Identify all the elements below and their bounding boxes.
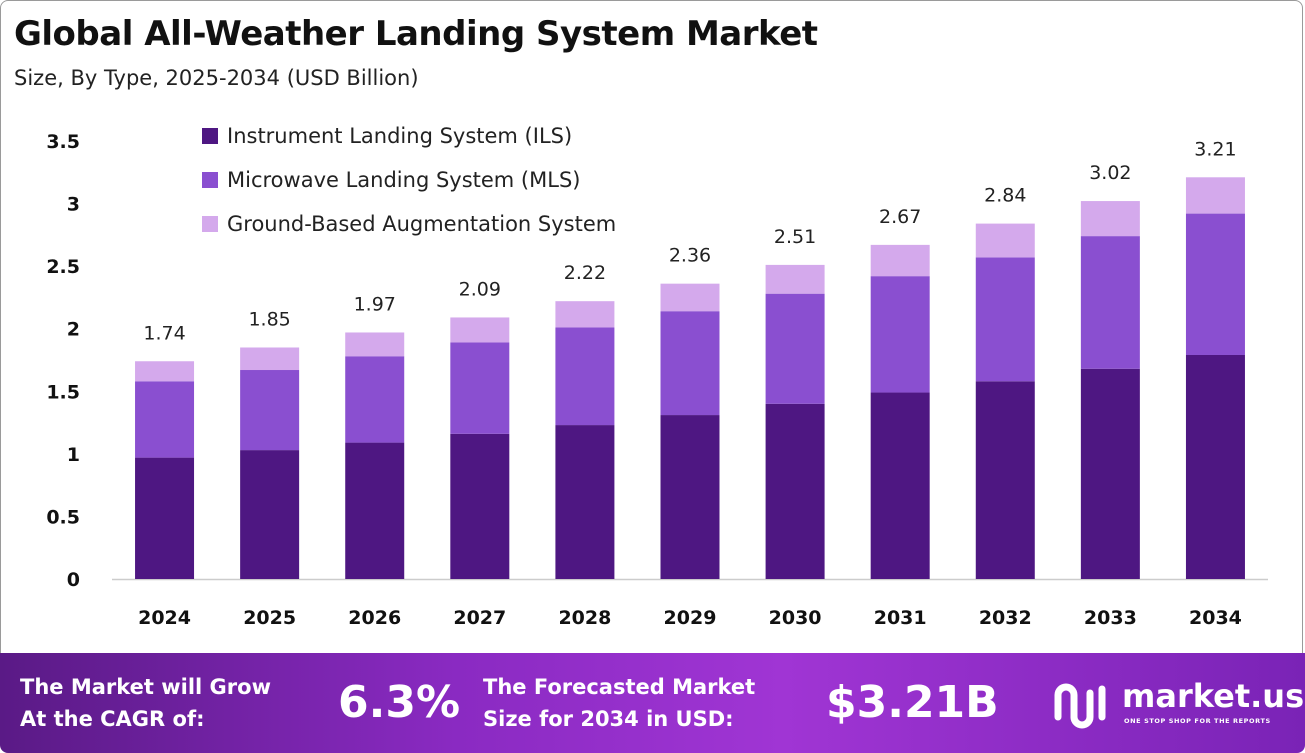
bar-total-label: 1.74: [143, 322, 185, 344]
bar-segment-2: [555, 327, 615, 426]
forecast-label: The Forecasted Market Size for 2034 in U…: [483, 671, 755, 735]
bar-segment-3: [345, 332, 405, 357]
bar-total-label: 3.21: [1194, 138, 1236, 160]
bar-segment-2: [660, 311, 720, 416]
forecast-label-line1: The Forecasted Market: [483, 675, 756, 699]
x-tick-label: 2033: [1084, 607, 1137, 629]
bar-segment-3: [135, 361, 195, 382]
cagr-value: 6.3%: [338, 677, 461, 728]
bar-segment-3: [870, 244, 930, 277]
bar-segment-1: [345, 442, 405, 579]
bar-segment-2: [765, 293, 825, 404]
bar-segment-1: [765, 403, 825, 579]
bar-total-label: 2.36: [669, 245, 711, 267]
x-tick-label: 2027: [453, 607, 506, 629]
stacked-bar-chart: 0 0.5 1 1.5 2 2.5 3 3.5 1.74 2024 1.85 2025 1.97 2026…: [46, 124, 1268, 629]
bar-segment-1: [135, 457, 195, 579]
x-tick-label: 2028: [558, 607, 611, 629]
bar-segment-1: [1185, 354, 1245, 579]
bar-segment-3: [240, 347, 300, 371]
legend-swatch: [202, 172, 218, 188]
legend-swatch: [202, 128, 218, 144]
legend-label: Microwave Landing System (MLS): [227, 168, 580, 192]
bar-total-label: 2.22: [564, 262, 606, 284]
bar-segment-2: [450, 342, 510, 434]
cagr-label-line1: The Market will Grow: [20, 675, 271, 699]
cagr-label-line2: At the CAGR of:: [20, 707, 205, 731]
bar-segment-2: [1185, 213, 1245, 355]
legend-label: Ground-Based Augmentation System: [227, 212, 616, 236]
y-tick-label: 3: [67, 194, 80, 216]
y-tick-label: 0.5: [46, 506, 80, 528]
bar-total-label: 2.84: [984, 185, 1026, 207]
x-tick-label: 2024: [138, 607, 191, 629]
bar-segment-1: [450, 433, 510, 579]
bar-segment-2: [135, 381, 195, 458]
bar-total-label: 1.85: [248, 308, 290, 330]
bar-total-label: 2.09: [459, 278, 501, 300]
y-tick-label: 0: [67, 569, 80, 591]
bar-segment-1: [555, 425, 615, 579]
y-tick-label: 2: [67, 319, 80, 341]
bar-segment-2: [975, 257, 1035, 382]
bar-segment-2: [345, 356, 405, 443]
brand-logo: market.us ONE STOP SHOP FOR THE REPORTS: [1052, 675, 1304, 731]
brand-tagline: ONE STOP SHOP FOR THE REPORTS: [1124, 717, 1271, 725]
bar-segment-2: [1080, 236, 1140, 369]
bar-total-label: 2.67: [879, 206, 921, 228]
bar-segment-3: [555, 301, 615, 328]
y-tick-label: 1.5: [46, 381, 80, 403]
y-tick-label: 3.5: [46, 131, 80, 153]
y-tick-label: 1: [67, 444, 80, 466]
bar-total-label: 3.02: [1089, 162, 1131, 184]
bar-segment-1: [975, 381, 1035, 579]
footer-banner: The Market will Grow At the CAGR of: 6.3…: [0, 653, 1305, 753]
bar-segment-1: [660, 415, 720, 579]
forecast-label-line2: Size for 2034 in USD:: [483, 707, 734, 731]
bar-total-label: 2.51: [774, 226, 816, 248]
bar-segment-2: [870, 276, 930, 393]
x-tick-label: 2031: [874, 607, 927, 629]
legend-label: Instrument Landing System (ILS): [227, 124, 572, 148]
bar-segment-3: [1185, 177, 1245, 214]
market-us-logo-icon: [1054, 683, 1106, 729]
bar-segment-3: [1080, 201, 1140, 237]
bar-total-label: 1.97: [354, 293, 396, 315]
bar-segment-3: [660, 283, 720, 312]
bar-segment-1: [1080, 368, 1140, 579]
x-tick-label: 2025: [243, 607, 296, 629]
chart-subtitle: Size, By Type, 2025-2034 (USD Billion): [14, 66, 419, 90]
brand-name: market.us: [1122, 677, 1305, 715]
x-tick-label: 2029: [664, 607, 717, 629]
forecast-value: $3.21B: [826, 677, 999, 728]
cagr-label: The Market will Grow At the CAGR of:: [20, 671, 271, 735]
x-tick-label: 2034: [1189, 607, 1242, 629]
x-tick-label: 2032: [979, 607, 1032, 629]
x-tick-label: 2026: [348, 607, 401, 629]
bar-segment-1: [240, 450, 300, 579]
legend-swatch: [202, 216, 218, 232]
bar-segment-3: [765, 264, 825, 294]
bar-segment-3: [450, 317, 510, 343]
y-tick-label: 2.5: [46, 256, 80, 278]
x-tick-label: 2030: [769, 607, 822, 629]
bar-segment-1: [870, 392, 930, 579]
bar-segment-2: [240, 370, 300, 451]
bar-segment-3: [975, 223, 1035, 258]
chart-title: Global All-Weather Landing System Market: [14, 14, 818, 54]
